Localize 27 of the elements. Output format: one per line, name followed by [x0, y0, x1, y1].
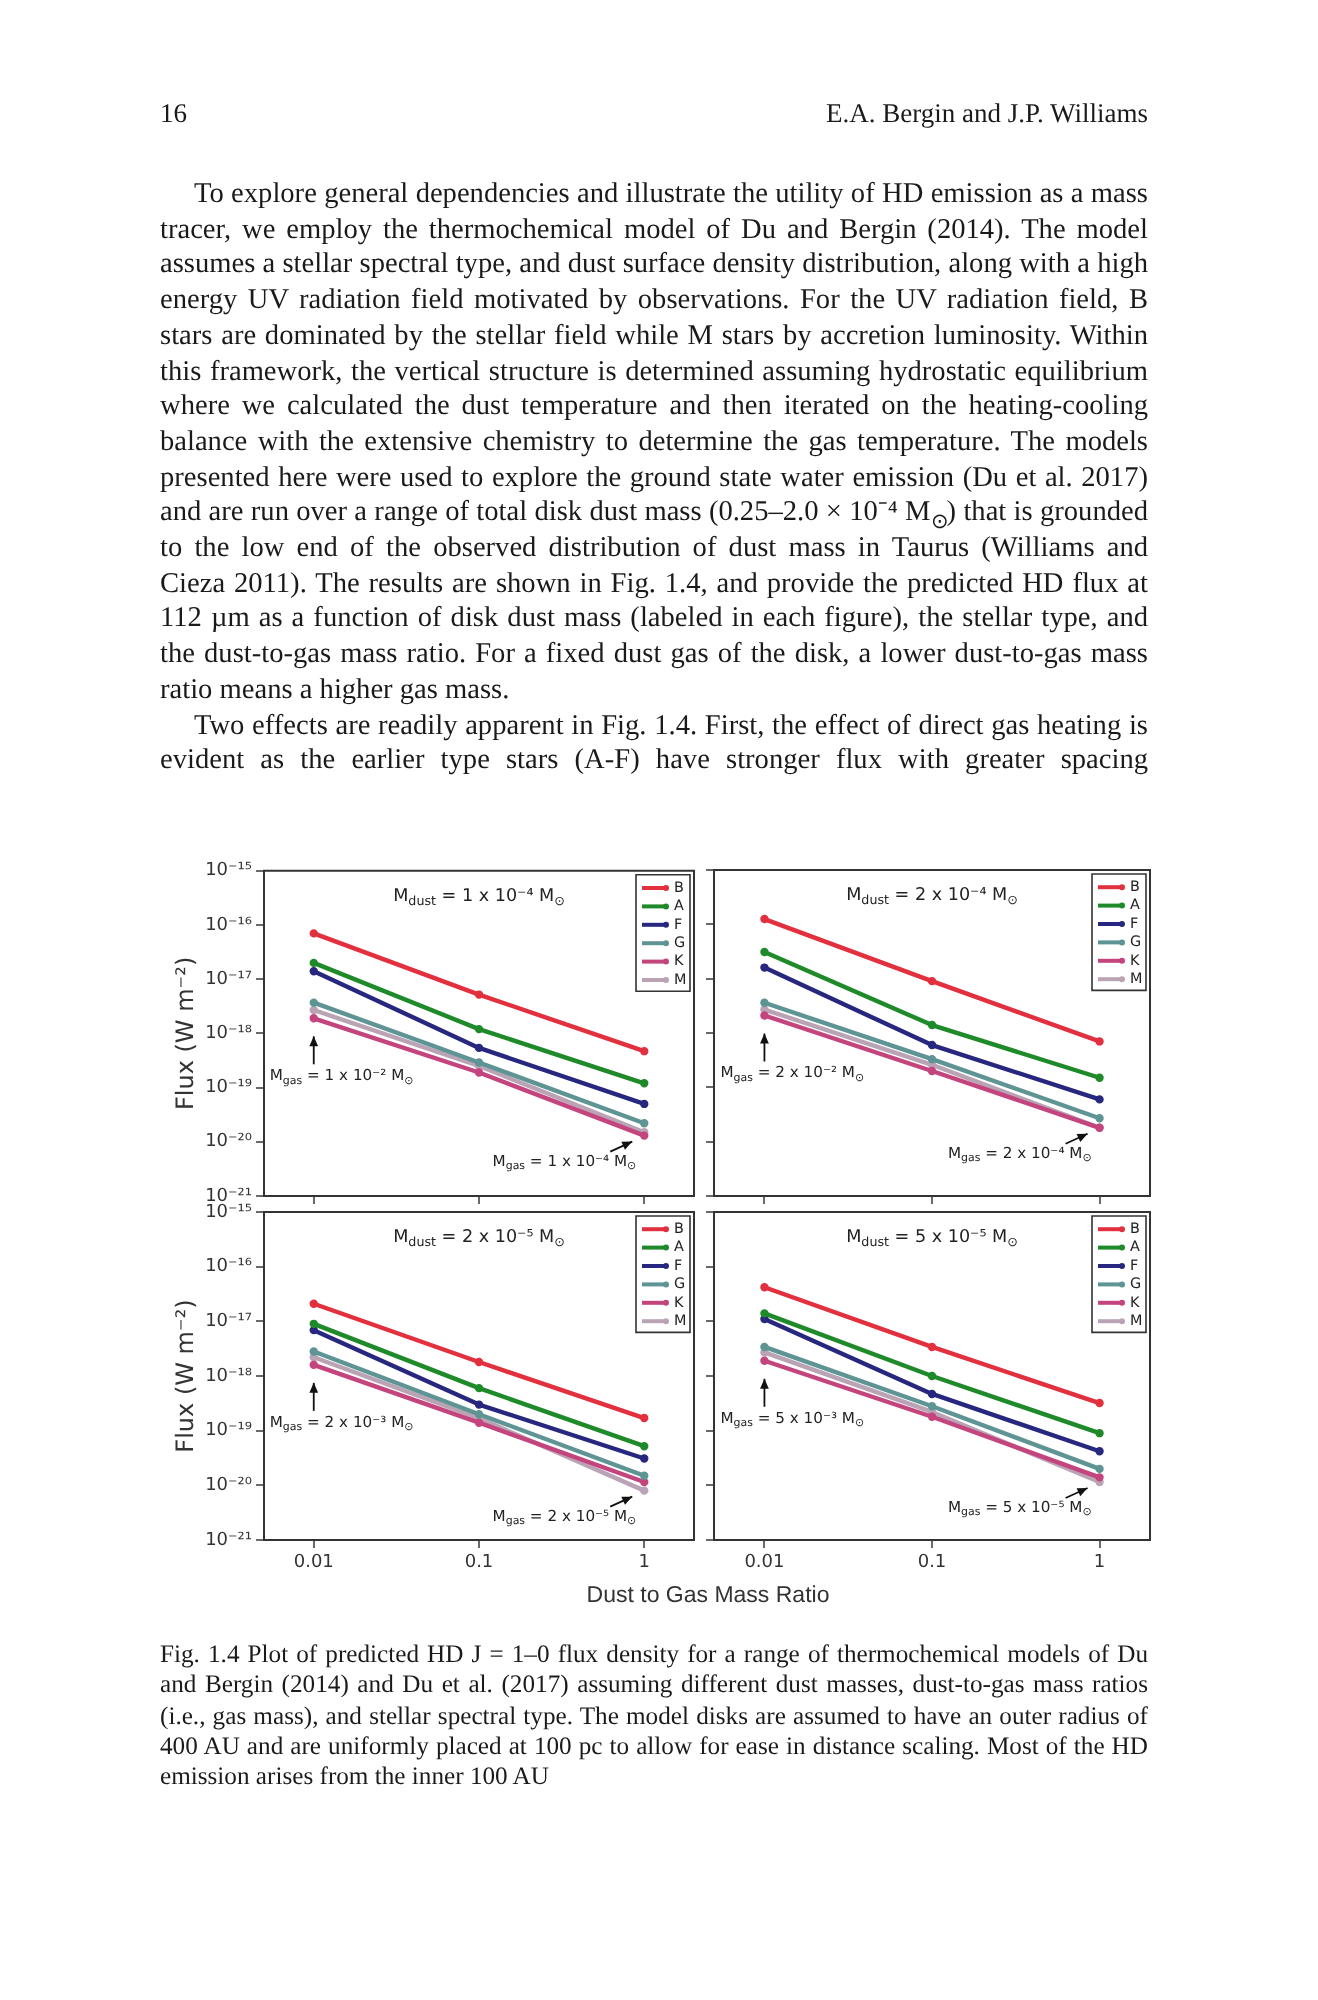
- y-tick-label: 10⁻¹⁵: [205, 1202, 253, 1223]
- y-tick-label: 10⁻²⁰: [205, 1476, 253, 1497]
- x-tick-label: 1: [1093, 1553, 1106, 1574]
- text: To explore general dependencies and illustrate the utility of HD emission as a mass tracer, we employ the thermochemical model of Du and Bergin (2014). The model assumes a stellar spectral type, and dust surface density distribution, along with a high energy UV radiation field motivated by observations. For the UV radiation field, B stars are dominated by the stellar field while M stars by accretion luminosity. Within this framework, the vertical structure is determined assuming hydrostatic equilibrium where we calculated the dust temperature and then iterated on the heating-cooling balance with the extensive chemistry to determine the gas temperature. The models presented here were used to explore the ground state water emission (Du et al. 2017) and are run over a range of total disk dust mass (0.25–2.0 × 10⁻⁴ M$_{⊙}$) that is grounded to the low end of the observed distribution of dust mass in Taurus (Williams and Cieza 2011). The results are shown in Fig. 1.4, and provide the predicted HD flux at 112 µm as a function of disk dust mass (labeled in each figure), the stellar type, and the dust-to-gas mass ratio. For a fixed dust gas of the disk, a lower dust-to-gas mass ratio means a higher gas mass.: [160, 178, 1148, 706]
- y-axis-title: Flux (W m⁻²): [170, 1299, 199, 1453]
- y-tick-label: 10⁻¹⁹: [205, 1078, 253, 1099]
- x-axis-title: Dust to Gas Mass Ratio: [584, 1584, 832, 1608]
- x-tick-label: 1: [638, 1553, 650, 1574]
- y-tick-label: 10⁻¹⁹: [205, 1421, 253, 1442]
- text: E.A. Bergin and J.P. Williams: [826, 98, 1148, 130]
- text: Two effects are readily apparent in Fig. 1.4. First, the effect of direct gas heating is evident as the earlier type stars (A-F) have stronger flux with greater spacing: [160, 709, 1148, 780]
- caption: Fig. 1.4 Plot of predicted HD J = 1–0 flux density for a range of thermochemical models of Du and Bergin (2014) and Du et al. (2017) assuming different dust masses, dust-to-gas mass ratios (i.e., gas mass), and stellar spectral type. The model disks are assumed to have an outer radius of 400 AU and are uniformly placed at 100 pc to allow for ease in distance scaling. Most of the HD emission arises from the inner 100 AU: [160, 1640, 1148, 1793]
- y-axis-title: Flux (W m⁻²): [170, 956, 199, 1111]
- y-tick-label: 10⁻¹⁷: [205, 969, 253, 990]
- y-tick-label: 10⁻²¹: [205, 1530, 253, 1551]
- y-tick-label: 10⁻¹⁸: [205, 1366, 253, 1387]
- y-tick-label: 10⁻¹⁷: [205, 1312, 253, 1333]
- y-tick-label: 10⁻¹⁶: [205, 1257, 253, 1278]
- x-tick-label: 0.1: [464, 1553, 494, 1574]
- text: 16: [160, 98, 187, 130]
- x-tick-label: 0.01: [293, 1553, 334, 1574]
- y-tick-label: 10⁻¹⁸: [205, 1024, 253, 1045]
- y-tick-label: 10⁻¹⁵: [205, 861, 253, 882]
- x-tick-label: 0.1: [917, 1553, 947, 1574]
- y-tick-label: 10⁻²⁰: [205, 1132, 253, 1153]
- y-tick-label: 10⁻¹⁶: [205, 915, 253, 936]
- x-tick-label: 0.01: [744, 1553, 785, 1574]
